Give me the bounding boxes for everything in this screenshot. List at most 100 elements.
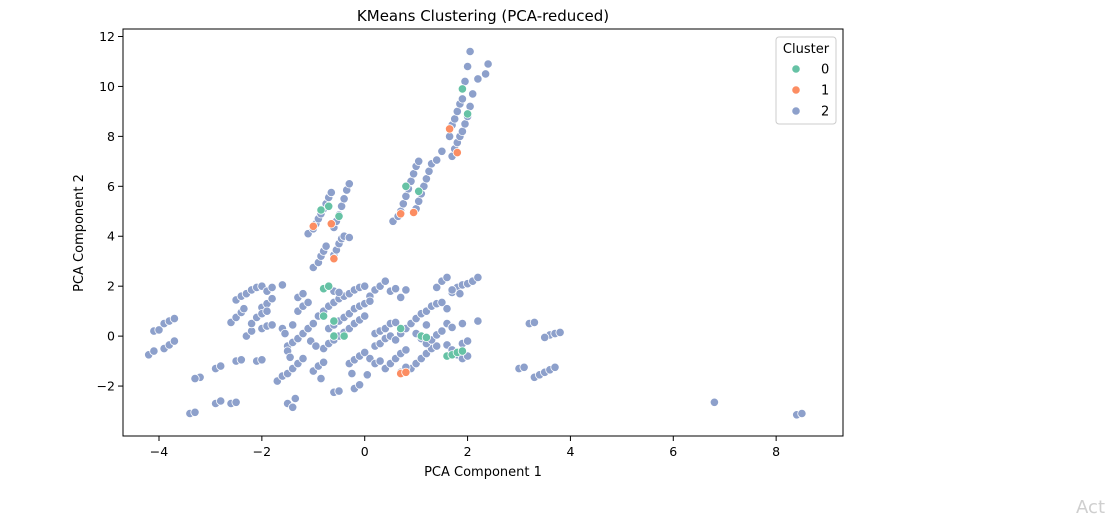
data-point-cluster-2 bbox=[797, 408, 807, 419]
data-point-cluster-0 bbox=[421, 332, 431, 342]
data-point-cluster-2 bbox=[280, 328, 290, 339]
data-point-cluster-0 bbox=[396, 323, 406, 334]
data-point-cluster-2 bbox=[442, 272, 452, 282]
data-point-cluster-0 bbox=[414, 186, 424, 196]
legend-box bbox=[775, 36, 837, 125]
data-point-cluster-2 bbox=[421, 320, 431, 330]
data-point-cluster-2 bbox=[316, 373, 326, 384]
data-point-cluster-0 bbox=[462, 109, 473, 119]
data-point-cluster-2 bbox=[401, 285, 411, 295]
y-tick-label: 8 bbox=[107, 129, 115, 144]
data-point-cluster-2 bbox=[267, 282, 277, 292]
y-axis-label: PCA Component 2 bbox=[72, 174, 87, 292]
data-point-cluster-2 bbox=[344, 179, 354, 189]
y-tick-label: 2 bbox=[107, 279, 115, 294]
data-point-cluster-0 bbox=[324, 201, 334, 211]
data-point-cluster-2 bbox=[247, 318, 257, 329]
legend-title: Cluster bbox=[783, 42, 830, 57]
data-point-cluster-2 bbox=[401, 345, 411, 355]
data-point-cluster-0 bbox=[401, 181, 411, 191]
data-point-cluster-2 bbox=[277, 280, 287, 290]
data-point-cluster-2 bbox=[432, 155, 442, 165]
watermark-text: Act bbox=[1076, 497, 1105, 518]
data-point-cluster-2 bbox=[437, 326, 447, 336]
data-point-cluster-2 bbox=[288, 320, 298, 330]
data-point-cluster-2 bbox=[432, 282, 442, 292]
data-point-cluster-2 bbox=[239, 304, 249, 314]
x-tick-label: 2 bbox=[464, 444, 472, 459]
chart-title: KMeans Clustering (PCA-reduced) bbox=[357, 7, 609, 25]
data-point-cluster-2 bbox=[437, 297, 447, 307]
data-point-cluster-2 bbox=[303, 297, 313, 307]
data-point-cluster-2 bbox=[455, 289, 465, 299]
data-point-cluster-2 bbox=[334, 287, 344, 297]
data-point-cluster-2 bbox=[442, 304, 452, 314]
legend: Cluster 0 1 2 bbox=[775, 36, 837, 125]
data-point-cluster-2 bbox=[362, 370, 372, 380]
data-point-cluster-1 bbox=[401, 367, 411, 377]
legend-marker-2 bbox=[791, 106, 801, 116]
data-point-cluster-2 bbox=[414, 156, 424, 166]
data-point-cluster-2 bbox=[326, 187, 336, 198]
data-point-cluster-2 bbox=[473, 74, 483, 84]
data-point-cluster-1 bbox=[308, 221, 318, 231]
x-tick-label: 4 bbox=[566, 444, 574, 459]
legend-marker-0 bbox=[791, 64, 801, 74]
data-point-cluster-2 bbox=[190, 407, 200, 417]
data-point-cluster-2 bbox=[462, 336, 473, 346]
x-tick-label: −4 bbox=[150, 444, 168, 459]
data-point-cluster-2 bbox=[462, 61, 473, 72]
legend-label-0: 0 bbox=[821, 63, 829, 78]
data-point-cluster-2 bbox=[437, 146, 447, 156]
data-point-cluster-2 bbox=[298, 289, 308, 299]
data-point-cluster-2 bbox=[290, 393, 300, 404]
y-tick-label: 6 bbox=[107, 179, 115, 194]
data-point-cluster-2 bbox=[216, 396, 226, 406]
y-tick-label: 0 bbox=[107, 329, 115, 344]
data-point-cluster-2 bbox=[354, 380, 365, 390]
data-point-cluster-1 bbox=[396, 209, 406, 219]
data-point-cluster-0 bbox=[316, 205, 326, 215]
legend-label-1: 1 bbox=[821, 84, 829, 99]
data-point-cluster-2 bbox=[709, 397, 720, 407]
data-point-cluster-2 bbox=[447, 285, 457, 295]
data-point-cluster-2 bbox=[540, 332, 550, 342]
data-point-cluster-2 bbox=[529, 317, 540, 327]
data-point-cluster-2 bbox=[149, 346, 159, 356]
data-point-cluster-2 bbox=[311, 341, 321, 351]
data-point-cluster-2 bbox=[257, 355, 267, 365]
x-tick-label: −2 bbox=[253, 444, 271, 459]
data-point-cluster-2 bbox=[308, 318, 318, 329]
data-point-cluster-2 bbox=[169, 336, 179, 346]
data-point-cluster-2 bbox=[380, 276, 390, 286]
data-point-cluster-0 bbox=[457, 346, 467, 356]
data-point-cluster-2 bbox=[360, 281, 370, 291]
plot-frame bbox=[122, 28, 844, 437]
data-point-cluster-2 bbox=[519, 362, 529, 372]
data-point-cluster-2 bbox=[267, 320, 277, 330]
data-point-cluster-1 bbox=[329, 254, 339, 264]
y-tick-label: 10 bbox=[99, 79, 115, 94]
data-point-cluster-0 bbox=[339, 331, 349, 341]
legend-marker-1 bbox=[791, 85, 801, 95]
y-tick-label: 4 bbox=[107, 229, 115, 244]
data-point-cluster-1 bbox=[452, 148, 462, 158]
data-point-cluster-2 bbox=[360, 311, 370, 321]
x-tick-label: 0 bbox=[361, 444, 369, 459]
points-layer bbox=[144, 46, 807, 420]
data-point-cluster-2 bbox=[169, 313, 179, 324]
data-point-cluster-2 bbox=[365, 296, 375, 306]
data-point-cluster-2 bbox=[447, 322, 457, 332]
data-point-cluster-2 bbox=[457, 318, 467, 329]
y-axis: −2 0 2 4 6 8 10 12 bbox=[97, 29, 123, 394]
data-point-cluster-2 bbox=[267, 294, 277, 304]
data-point-cluster-2 bbox=[390, 317, 401, 327]
data-point-cluster-2 bbox=[262, 306, 272, 316]
data-point-cluster-0 bbox=[457, 84, 467, 94]
data-point-cluster-2 bbox=[285, 352, 295, 362]
data-point-cluster-0 bbox=[324, 281, 334, 291]
data-point-cluster-2 bbox=[550, 362, 560, 372]
data-point-cluster-2 bbox=[321, 241, 331, 251]
data-point-cluster-2 bbox=[318, 357, 329, 367]
data-point-cluster-2 bbox=[360, 347, 370, 357]
